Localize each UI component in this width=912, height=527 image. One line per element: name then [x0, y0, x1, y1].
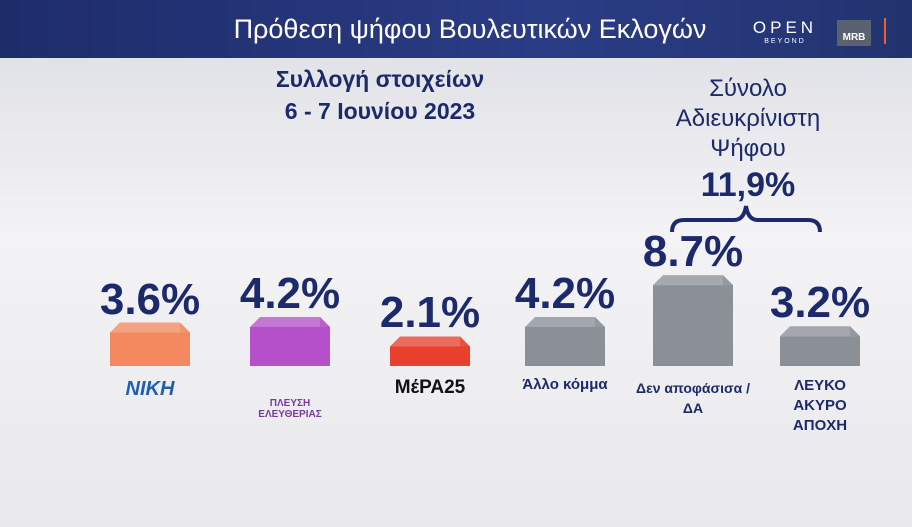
brand: OPEN: [752, 18, 818, 37]
bar: [250, 326, 330, 366]
bar-top: [780, 326, 860, 337]
category-label: ΜέΡΑ25: [394, 377, 466, 398]
partner-logo: MRB: [837, 20, 871, 46]
annotation-text: Σύνολο Αδιευκρίνιστη Ψήφου: [675, 75, 821, 162]
value-label: 2.1%: [379, 288, 481, 338]
value-label: 3.2%: [769, 278, 871, 328]
category-label: Άλλο κόμμα: [522, 376, 608, 393]
brace: [670, 205, 822, 233]
bar: [780, 336, 860, 366]
value-label: 4.2%: [239, 268, 341, 318]
category-label: ΛΕΥΚΟ ΑΚΥΡΟ ΑΠΟΧΗ: [792, 377, 848, 434]
bar: [525, 326, 605, 366]
annotation-value: 11,9%: [700, 166, 796, 204]
bar: [390, 346, 470, 366]
chart-subtitle: 6 - 7 Ιουνίου 2023: [284, 98, 476, 124]
category-label: ΠΛΕΥΣΗ ΕΛΕΥΘΕΡΙΑΣ: [258, 398, 322, 420]
bar-top: [390, 336, 470, 347]
bar: [110, 332, 190, 366]
category-label: ΝΙΚΗ: [125, 378, 175, 400]
chart-title: Συλλογή στοιχείων: [275, 66, 485, 92]
header-title: Πρόθεση ψήφου Βουλευτικών Εκλογών: [233, 14, 707, 44]
bar-top: [525, 316, 605, 327]
bar: [653, 285, 733, 366]
value-label: 4.2%: [514, 268, 616, 318]
brand-tagline: BEYOND: [764, 38, 806, 45]
header-bar: [0, 0, 912, 58]
bar-top: [250, 316, 330, 327]
header-accent: [884, 18, 886, 44]
value-label: 3.6%: [99, 274, 201, 324]
bar-top: [110, 322, 190, 333]
category-label: Δεν αποφάσισα /ΔΑ: [636, 380, 750, 416]
value-label: 8.7%: [642, 227, 744, 277]
bar-top: [653, 275, 733, 286]
